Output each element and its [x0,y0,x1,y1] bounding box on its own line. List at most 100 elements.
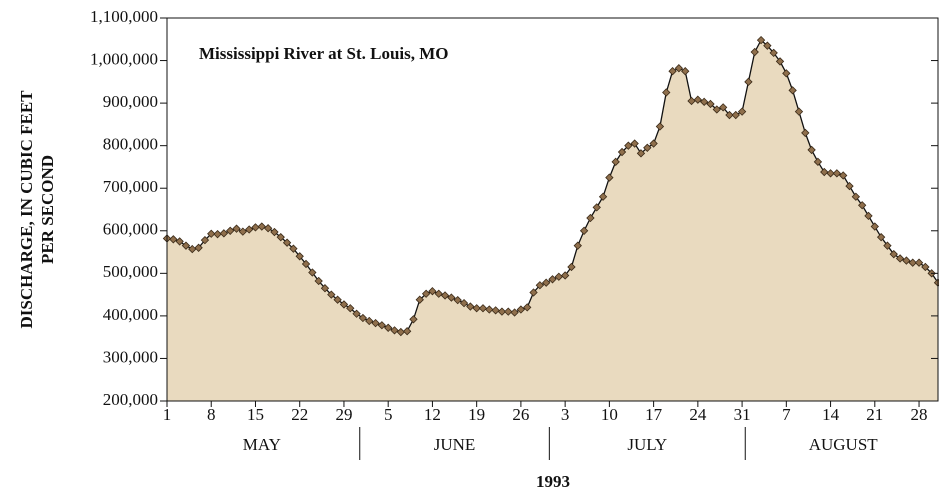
marker [548,275,557,284]
marker [207,229,216,238]
y-tick-label: 200,000 [103,390,158,409]
marker [244,225,254,234]
x-tick-label: 3 [561,405,570,424]
marker [377,321,387,330]
marker [681,67,690,76]
area-fill [167,40,938,402]
marker [421,289,431,298]
y-tick-label: 400,000 [103,305,158,324]
marker [889,250,898,259]
marker [864,211,873,221]
marker [700,97,709,106]
marker [402,327,412,336]
marker [289,244,298,253]
marker [314,276,323,286]
marker [327,290,336,299]
marker [876,232,886,242]
marker [371,318,380,328]
marker [504,307,513,316]
x-tick-label: 29 [335,405,352,424]
marker [674,64,684,73]
x-tick-label: 10 [601,405,618,424]
marker [649,139,658,148]
x-tick-label: 28 [911,405,928,424]
marker [718,103,728,112]
marker [270,227,279,237]
marker [276,232,285,242]
marker [655,122,665,131]
x-axis-label: 1993 [536,472,570,491]
x-tick-label: 31 [734,405,751,424]
x-tick-label: 15 [247,405,264,424]
y-tick-label: 900,000 [103,92,158,111]
y-tick-label: 800,000 [103,135,158,154]
x-tick-label: 7 [782,405,791,424]
marker [636,149,646,158]
marker [782,69,791,78]
marker [282,238,292,247]
marker [194,243,203,252]
y-axis-label: PER SECOND [38,155,57,264]
marker [820,167,829,177]
x-tick-label: 14 [822,405,840,424]
y-tick-label: 500,000 [103,262,158,281]
marker [510,308,519,317]
marker [662,88,671,97]
marker [908,258,917,267]
marker [232,224,241,233]
marker [870,222,879,231]
x-tick-label: 26 [512,405,529,424]
marker [390,326,399,335]
marker [213,230,222,239]
marker [263,224,273,233]
marker [826,169,835,178]
marker [592,203,601,212]
y-tick-label: 600,000 [103,220,158,239]
marker [788,86,797,95]
marker [737,107,747,116]
marker [598,192,608,201]
marker [560,271,570,280]
marker [365,316,374,326]
marker [358,313,368,323]
y-tick-label: 1,000,000 [90,49,158,68]
marker [415,295,424,304]
marker [605,173,614,182]
marker [497,307,507,316]
marker [251,223,260,232]
marker [346,304,355,313]
marker [535,281,545,290]
marker [914,258,924,267]
month-label: AUGUST [809,435,879,454]
marker [491,306,500,315]
marker [921,262,930,272]
marker [750,47,759,57]
y-tick-label: 700,000 [103,177,158,196]
marker [832,169,842,178]
marker [175,237,184,246]
marker [794,107,804,116]
marker [257,222,266,231]
y-axis-label: DISCHARGE, IN CUBIC FEET [17,90,36,329]
marker [706,99,715,109]
marker [902,256,911,265]
marker [763,41,772,50]
marker [756,35,766,45]
marker [712,105,721,114]
marker [630,139,639,148]
marker [668,67,677,76]
marker [409,315,418,324]
marker [169,235,178,244]
marker [725,110,734,120]
marker [529,288,538,297]
x-tick-label: 17 [645,405,663,424]
marker [801,128,810,138]
marker [573,241,582,250]
marker [567,262,576,272]
marker [839,171,848,180]
x-tick-label: 24 [689,405,707,424]
x-tick-label: 5 [384,405,393,424]
marker [396,327,405,337]
marker [857,201,867,210]
marker [516,305,526,314]
